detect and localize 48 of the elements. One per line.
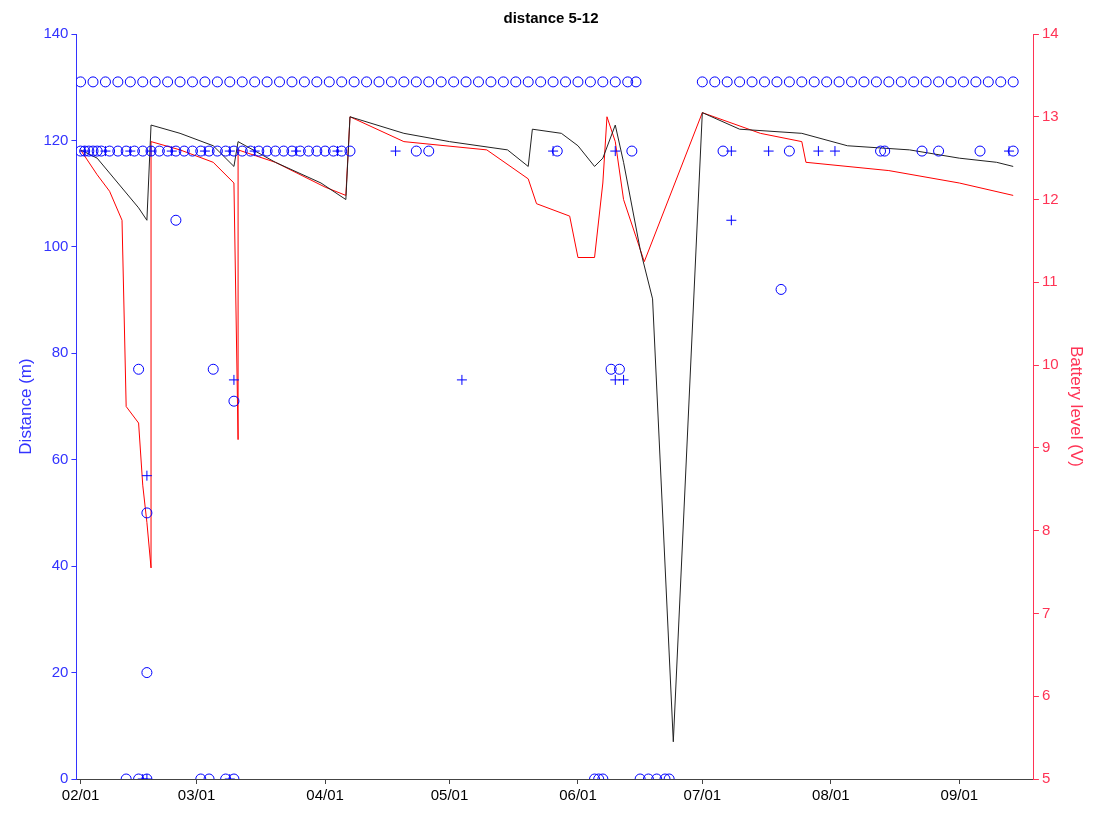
y2-tick-label: 7 bbox=[1041, 603, 1051, 621]
y-tick-label: 0 bbox=[60, 769, 69, 787]
point bbox=[79, 145, 91, 157]
x-tick-label: 07/01 bbox=[683, 786, 722, 804]
y2-tick-label: 6 bbox=[1041, 686, 1051, 704]
y2-axis-title: Battery level (V) bbox=[1067, 346, 1087, 467]
y-axis-title: Distance (m) bbox=[15, 358, 35, 455]
x-tick-label: 09/01 bbox=[940, 786, 979, 804]
x-tick-label: 04/01 bbox=[306, 786, 344, 804]
x-tick-label: 08/01 bbox=[812, 786, 850, 804]
point bbox=[618, 374, 630, 386]
y2-tick-label: 14 bbox=[1041, 24, 1059, 42]
x-tick-label: 02/01 bbox=[61, 786, 100, 804]
point bbox=[763, 145, 775, 157]
point bbox=[124, 145, 136, 157]
y2-tick-label: 8 bbox=[1041, 520, 1051, 538]
point bbox=[166, 145, 178, 157]
point bbox=[547, 145, 559, 157]
y2-tick-label: 12 bbox=[1041, 189, 1059, 207]
point bbox=[1003, 145, 1015, 157]
y-tick-label: 60 bbox=[51, 449, 69, 467]
y-tick-label: 100 bbox=[43, 237, 69, 254]
y-tick-label: 40 bbox=[51, 556, 69, 574]
y-tick-label: 140 bbox=[43, 24, 69, 42]
point bbox=[725, 145, 737, 157]
y2-tick-label: 9 bbox=[1041, 438, 1051, 456]
x-tick-label: 03/01 bbox=[177, 786, 216, 804]
y2-tick-label: 11 bbox=[1041, 272, 1058, 290]
x-tick-label: 05/01 bbox=[430, 786, 469, 804]
point bbox=[332, 145, 344, 157]
point bbox=[609, 374, 621, 386]
x-tick-label: 06/01 bbox=[559, 786, 597, 804]
chart-title: distance 5-12 bbox=[503, 9, 599, 27]
point bbox=[812, 145, 824, 157]
y-tick-label: 80 bbox=[51, 343, 69, 361]
point bbox=[609, 145, 621, 157]
y-tick-label: 20 bbox=[51, 662, 69, 680]
point bbox=[99, 145, 111, 157]
point bbox=[829, 145, 841, 157]
point bbox=[456, 374, 468, 386]
point bbox=[390, 145, 402, 157]
point bbox=[141, 470, 153, 482]
point bbox=[725, 214, 737, 226]
y2-tick-label: 13 bbox=[1041, 106, 1059, 124]
y2-tick-label: 5 bbox=[1041, 769, 1051, 787]
y2-tick-label: 10 bbox=[1041, 355, 1059, 373]
point bbox=[145, 145, 157, 157]
y-tick-label: 120 bbox=[43, 130, 69, 148]
